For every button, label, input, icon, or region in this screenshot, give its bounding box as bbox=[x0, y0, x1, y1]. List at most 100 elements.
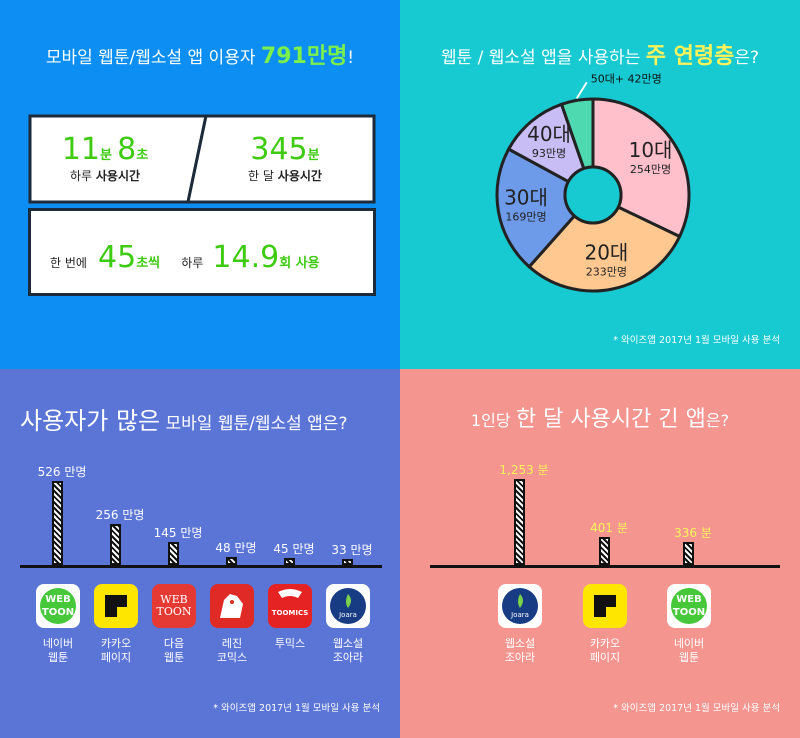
joara-icon-text: Joara bbox=[511, 611, 529, 619]
monthly-unit: 분 bbox=[307, 148, 320, 163]
monthly-card-frame bbox=[186, 114, 376, 204]
usage-time-title-suffix: 은? bbox=[705, 411, 730, 430]
bar-value-label: 45 만명 bbox=[273, 541, 315, 556]
category-label: 웹소설 bbox=[504, 637, 536, 650]
bar bbox=[284, 557, 295, 565]
top-apps-title: 사용자가 많은 모바일 웹툰/웹소설 앱은? bbox=[20, 401, 400, 436]
pie-category-label: 10대 bbox=[629, 138, 673, 162]
category-label-group: 카카오 페이지 bbox=[86, 637, 146, 665]
category-label: 조아라 bbox=[332, 651, 364, 664]
daily-uses-count: 14.9 bbox=[212, 240, 280, 275]
usage-frequency-stat: 한 번에 45초씩 하루 14.9회 사용 bbox=[50, 240, 360, 275]
monthly-minutes: 345 bbox=[250, 132, 308, 167]
monthly-usage-stat: 345분 한 달 사용시간 bbox=[210, 132, 360, 184]
monthly-label: 한 달 bbox=[248, 169, 274, 183]
bar bbox=[226, 557, 237, 565]
usage-time-baseline bbox=[430, 565, 780, 568]
category-label: 조아라 bbox=[504, 651, 536, 664]
bar bbox=[52, 481, 63, 565]
daily-usage-stat: 11분 8초 하루 사용시간 bbox=[40, 132, 170, 184]
daily-minutes: 11 bbox=[61, 132, 101, 167]
bar bbox=[110, 524, 121, 565]
per-use-label: 한 번에 bbox=[50, 256, 87, 270]
donut-hole bbox=[563, 165, 623, 225]
joara-icon-text: Joara bbox=[339, 611, 357, 619]
daily-uses-label: 하루 bbox=[181, 256, 204, 270]
joara-icon: Joara bbox=[498, 584, 542, 628]
top-apps-panel: 사용자가 많은 모바일 웹툰/웹소설 앱은? 526 만명 256 만명 145 만… bbox=[0, 369, 400, 738]
bar-value-label: 33 만명 bbox=[331, 543, 373, 557]
kakao-page-icon bbox=[583, 584, 627, 628]
pie-category-label: 50대+ 42만명 bbox=[591, 72, 662, 85]
naver-webtoon-icon-text2: TOON bbox=[41, 607, 75, 618]
category-label-group: 네이버 웹툰 bbox=[28, 637, 88, 665]
bar bbox=[514, 479, 525, 565]
age-title-highlight: 주 연령층 bbox=[645, 44, 735, 69]
daily-label-bold: 사용시간 bbox=[95, 169, 141, 183]
age-title-suffix: 은? bbox=[734, 48, 760, 68]
category-label: 네이버 bbox=[42, 637, 74, 650]
naver-webtoon-icon-text2: TOON bbox=[672, 607, 706, 618]
users-title: 모바일 웹툰/웹소설 앱 이용자 791만명! bbox=[0, 38, 400, 70]
category-label: 네이버 bbox=[673, 637, 705, 650]
daily-minutes-unit: 분 bbox=[100, 148, 112, 163]
naver-webtoon-icon-text1: WEB bbox=[676, 594, 702, 605]
users-title-text: 모바일 웹툰/웹소설 앱 이용자 bbox=[45, 48, 256, 68]
age-source: * 와이즈앱 2017년 1월 모바일 사용 분석 bbox=[613, 335, 780, 346]
age-panel: 웹툰 / 웹소설 앱을 사용하는 주 연령층은? 10대 254만명 20대 233만… bbox=[400, 0, 800, 369]
usage-time-title-pre: 1인당 bbox=[470, 411, 511, 430]
users-total: 791만명 bbox=[260, 44, 348, 69]
age-title: 웹툰 / 웹소설 앱을 사용하는 주 연령층은? bbox=[400, 38, 800, 70]
daily-seconds-unit: 초 bbox=[136, 148, 149, 163]
usage-time-panel: 1인당 한 달 사용시간 긴 앱은? 1,253 분 401 분 336 분 Joa… bbox=[400, 369, 800, 738]
category-label: 페이지 bbox=[100, 651, 132, 664]
usage-time-source: * 와이즈앱 2017년 1월 모바일 사용 분석 bbox=[613, 703, 780, 714]
pie-category-label: 30대 bbox=[504, 186, 548, 210]
pie-callout-arrow bbox=[575, 81, 588, 99]
bar bbox=[599, 537, 610, 565]
bar-value-label: 401 분 bbox=[590, 521, 628, 536]
daily-seconds: 8 bbox=[117, 132, 137, 167]
toomics-icon-text: TOOMICS bbox=[271, 609, 309, 617]
daily-label: 하루 bbox=[69, 169, 93, 183]
category-label-group: 웹소설 조아라 bbox=[490, 637, 550, 665]
bar-value-label: 336 분 bbox=[674, 525, 712, 540]
bar-value-label: 256 만명 bbox=[95, 508, 145, 523]
monthly-label-bold: 사용시간 bbox=[277, 169, 322, 183]
per-use-seconds: 45 bbox=[98, 240, 137, 275]
category-label-group: 웹소설 조아라 bbox=[318, 637, 378, 665]
top-apps-baseline bbox=[20, 565, 382, 568]
pie-value-label: 93만명 bbox=[532, 147, 566, 160]
daum-webtoon-icon: WEB TOON bbox=[152, 584, 196, 628]
bar-value-label: 145 만명 bbox=[153, 525, 203, 540]
bar bbox=[168, 541, 179, 565]
usage-time-title: 1인당 한 달 사용시간 긴 앱은? bbox=[400, 401, 800, 433]
bar-value-label: 1,253 분 bbox=[499, 463, 549, 477]
usage-time-title-highlight: 한 달 사용시간 긴 앱 bbox=[515, 407, 706, 432]
toomics-icon: TOOMICS bbox=[268, 584, 312, 628]
category-label: 페이지 bbox=[589, 651, 621, 664]
joara-icon: Joara bbox=[326, 584, 370, 628]
users-title-exclaim: ! bbox=[347, 48, 355, 68]
users-panel: 모바일 웹툰/웹소설 앱 이용자 791만명! 11분 8초 하루 사용시간 3… bbox=[0, 0, 400, 369]
category-label: 카카오 bbox=[100, 637, 132, 650]
daum-webtoon-icon-text2: TOON bbox=[156, 605, 192, 618]
top-apps-source: * 와이즈앱 2017년 1월 모바일 사용 분석 bbox=[213, 703, 380, 714]
category-label-group: 다음 웹툰 bbox=[144, 637, 204, 665]
pie-value-label: 169만명 bbox=[505, 211, 546, 224]
bar bbox=[342, 559, 353, 565]
naver-webtoon-icon-text1: WEB bbox=[45, 594, 71, 605]
kakao-page-icon bbox=[94, 584, 138, 628]
category-label: 웹소설 bbox=[332, 637, 364, 650]
category-label: 카카오 bbox=[589, 637, 621, 650]
pie-category-label: 20대 bbox=[584, 241, 628, 265]
pie-category-label: 40대 bbox=[527, 122, 571, 146]
pie-value-label: 254만명 bbox=[630, 163, 671, 176]
category-label: 코믹스 bbox=[216, 651, 248, 664]
bar-value-label: 48 만명 bbox=[215, 541, 257, 556]
usage-card-frame bbox=[28, 208, 376, 296]
per-use-unit: 초씩 bbox=[136, 256, 161, 271]
category-label: 웹툰 bbox=[678, 651, 700, 664]
naver-webtoon-icon: WEB TOON bbox=[667, 584, 711, 628]
